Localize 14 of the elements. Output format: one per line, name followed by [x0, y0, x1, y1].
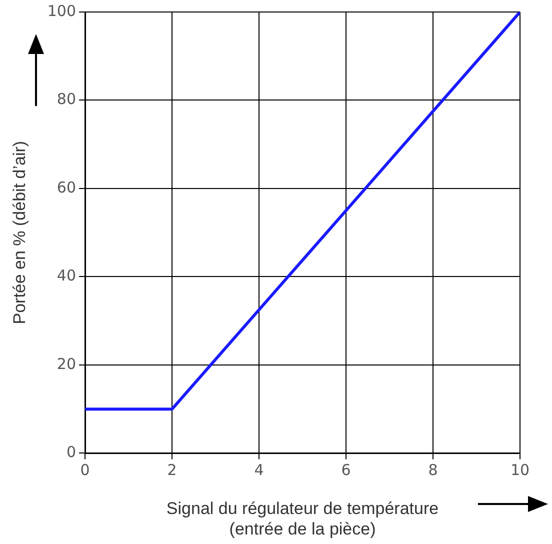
y-axis-title: Portée en % (débit d’air): [10, 140, 29, 324]
x-tick-label: 0: [80, 461, 90, 480]
x-tick-label: 6: [341, 461, 351, 480]
y-tick-label: 40: [56, 266, 76, 285]
x-axis-title: Signal du régulateur de température (entrée de la pièce): [166, 499, 439, 538]
y-tick-label: 80: [56, 90, 76, 108]
y-tick-label: 100: [47, 2, 76, 20]
x-tick-label: 2: [167, 461, 177, 480]
y-tick-label: 60: [56, 178, 76, 196]
x-tick-label: 8: [428, 461, 438, 480]
x-tick-label: 10: [510, 461, 530, 480]
y-tick-label: 20: [56, 354, 76, 373]
y-tick-label: 0: [66, 443, 76, 462]
x-tick-label: 4: [254, 461, 264, 480]
